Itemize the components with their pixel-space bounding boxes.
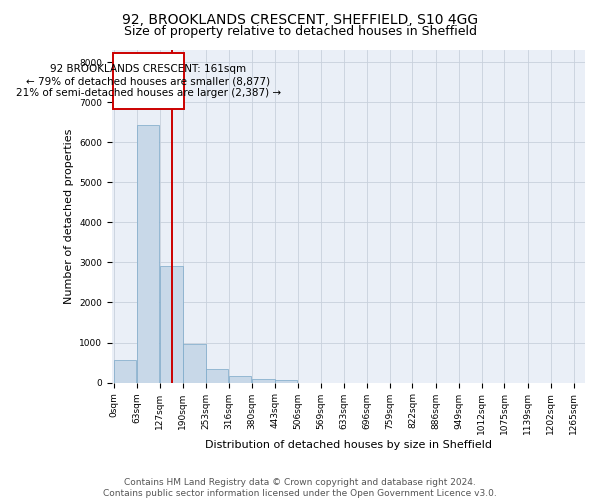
Text: ← 79% of detached houses are smaller (8,877): ← 79% of detached houses are smaller (8,… xyxy=(26,76,270,86)
Bar xyxy=(114,360,136,382)
Bar xyxy=(275,380,298,382)
Bar xyxy=(137,124,160,382)
Bar xyxy=(252,378,275,382)
Text: Size of property relative to detached houses in Sheffield: Size of property relative to detached ho… xyxy=(124,25,476,38)
Bar xyxy=(113,53,184,110)
Bar xyxy=(229,376,251,382)
Text: 21% of semi-detached houses are larger (2,387) →: 21% of semi-detached houses are larger (… xyxy=(16,88,281,99)
X-axis label: Distribution of detached houses by size in Sheffield: Distribution of detached houses by size … xyxy=(205,440,492,450)
Bar xyxy=(183,344,206,382)
Text: Contains HM Land Registry data © Crown copyright and database right 2024.
Contai: Contains HM Land Registry data © Crown c… xyxy=(103,478,497,498)
Text: 92 BROOKLANDS CRESCENT: 161sqm: 92 BROOKLANDS CRESCENT: 161sqm xyxy=(50,64,246,74)
Bar xyxy=(160,266,182,382)
Text: 92, BROOKLANDS CRESCENT, SHEFFIELD, S10 4GG: 92, BROOKLANDS CRESCENT, SHEFFIELD, S10 … xyxy=(122,12,478,26)
Bar xyxy=(206,369,229,382)
Y-axis label: Number of detached properties: Number of detached properties xyxy=(64,128,74,304)
